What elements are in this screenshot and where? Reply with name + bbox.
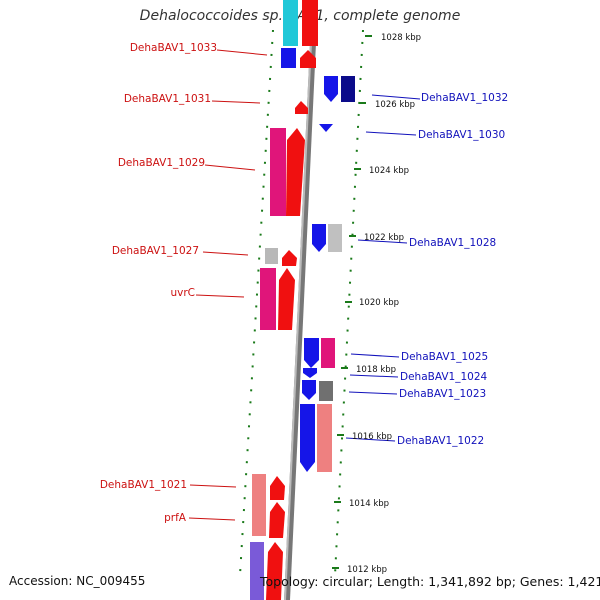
gene-salmon-1021 xyxy=(252,474,266,536)
accession-label: Accession: NC_009455 xyxy=(9,574,146,588)
gene-blue-1022 xyxy=(300,404,315,472)
gene-blue-1025 xyxy=(304,338,319,368)
kbp-labels: 1028 kbp 1026 kbp 1024 kbp 1022 kbp 1020… xyxy=(347,33,421,575)
gene-label: DehaBAV1_1025 xyxy=(401,351,488,363)
kbp-label: 1018 kbp xyxy=(356,365,396,375)
gene-label: DehaBAV1_1024 xyxy=(400,371,488,383)
left-strand-genes xyxy=(250,0,298,600)
gene-blue-1033 xyxy=(281,48,296,68)
gene-red-1021 xyxy=(270,476,285,500)
gene-blue-1032a xyxy=(324,76,338,102)
gene-red-1029 xyxy=(286,128,305,216)
gene-cyan xyxy=(283,0,298,46)
middle-strand-genes xyxy=(266,0,318,600)
kbp-label: 1020 kbp xyxy=(359,298,399,308)
gene-red-1027 xyxy=(282,250,297,266)
gene-red-1031 xyxy=(295,101,308,114)
kbp-label: 1028 kbp xyxy=(381,33,421,43)
gene-label: prfA xyxy=(164,512,187,524)
gene-label: DehaBAV1_1030 xyxy=(418,129,505,141)
gene-label: DehaBAV1_1023 xyxy=(399,388,486,400)
kbp-label: 1016 kbp xyxy=(352,432,392,442)
gene-darkblue-1032 xyxy=(341,76,355,102)
left-leader-lines xyxy=(188,49,268,521)
genome-summary: Topology: circular; Length: 1,341,892 bp… xyxy=(260,574,600,589)
kbp-label: 1022 kbp xyxy=(364,233,404,243)
right-gene-labels: DehaBAV1_1032 DehaBAV1_1030 DehaBAV1_102… xyxy=(397,92,508,447)
gene-grey-1028 xyxy=(328,224,342,252)
gene-label: DehaBAV1_1028 xyxy=(409,237,496,249)
gene-pink-1029 xyxy=(270,128,286,216)
gene-blue-1028 xyxy=(312,224,326,252)
gene-label: DehaBAV1_1031 xyxy=(124,93,211,105)
gene-grey-1027 xyxy=(265,248,278,264)
right-strand-genes xyxy=(300,76,355,472)
gene-label: DehaBAV1_1027 xyxy=(112,245,199,257)
gene-blue-1024 xyxy=(303,368,317,378)
genome-backbone-highlight xyxy=(284,0,314,600)
genome-backbone xyxy=(284,0,318,600)
gene-label: DehaBAV1_1033 xyxy=(130,42,217,54)
gene-label: uvrC xyxy=(170,287,195,299)
gene-label: DehaBAV1_1021 xyxy=(100,479,187,491)
gene-red-top xyxy=(302,0,318,46)
gene-label: DehaBAV1_1032 xyxy=(421,92,508,104)
right-leader-lines xyxy=(345,94,421,442)
gene-blue-1030 xyxy=(319,124,333,132)
gene-label: DehaBAV1_1022 xyxy=(397,435,484,447)
left-gene-labels: DehaBAV1_1033 DehaBAV1_1031 DehaBAV1_102… xyxy=(100,42,217,524)
gene-grey-1023 xyxy=(319,381,333,401)
kbp-label: 1012 kbp xyxy=(347,565,387,575)
gene-salmon-1022 xyxy=(317,404,332,472)
gene-pink-1025 xyxy=(321,338,335,368)
gene-blue-1023 xyxy=(302,380,316,400)
kbp-label: 1024 kbp xyxy=(369,166,409,176)
kbp-label: 1026 kbp xyxy=(375,100,415,110)
gene-label: DehaBAV1_1029 xyxy=(118,157,205,169)
gene-red-prfA xyxy=(269,502,285,538)
map-title: Dehalococcoides sp. BAV1, complete genom… xyxy=(139,8,461,24)
gene-pink-uvrC xyxy=(260,268,276,330)
kbp-label: 1014 kbp xyxy=(349,499,389,509)
gene-red-bottom xyxy=(266,542,283,600)
gene-red-1033 xyxy=(300,50,316,68)
kbp-ticks xyxy=(332,35,372,569)
gene-purple xyxy=(250,542,264,600)
gene-red-uvrC xyxy=(278,268,295,330)
